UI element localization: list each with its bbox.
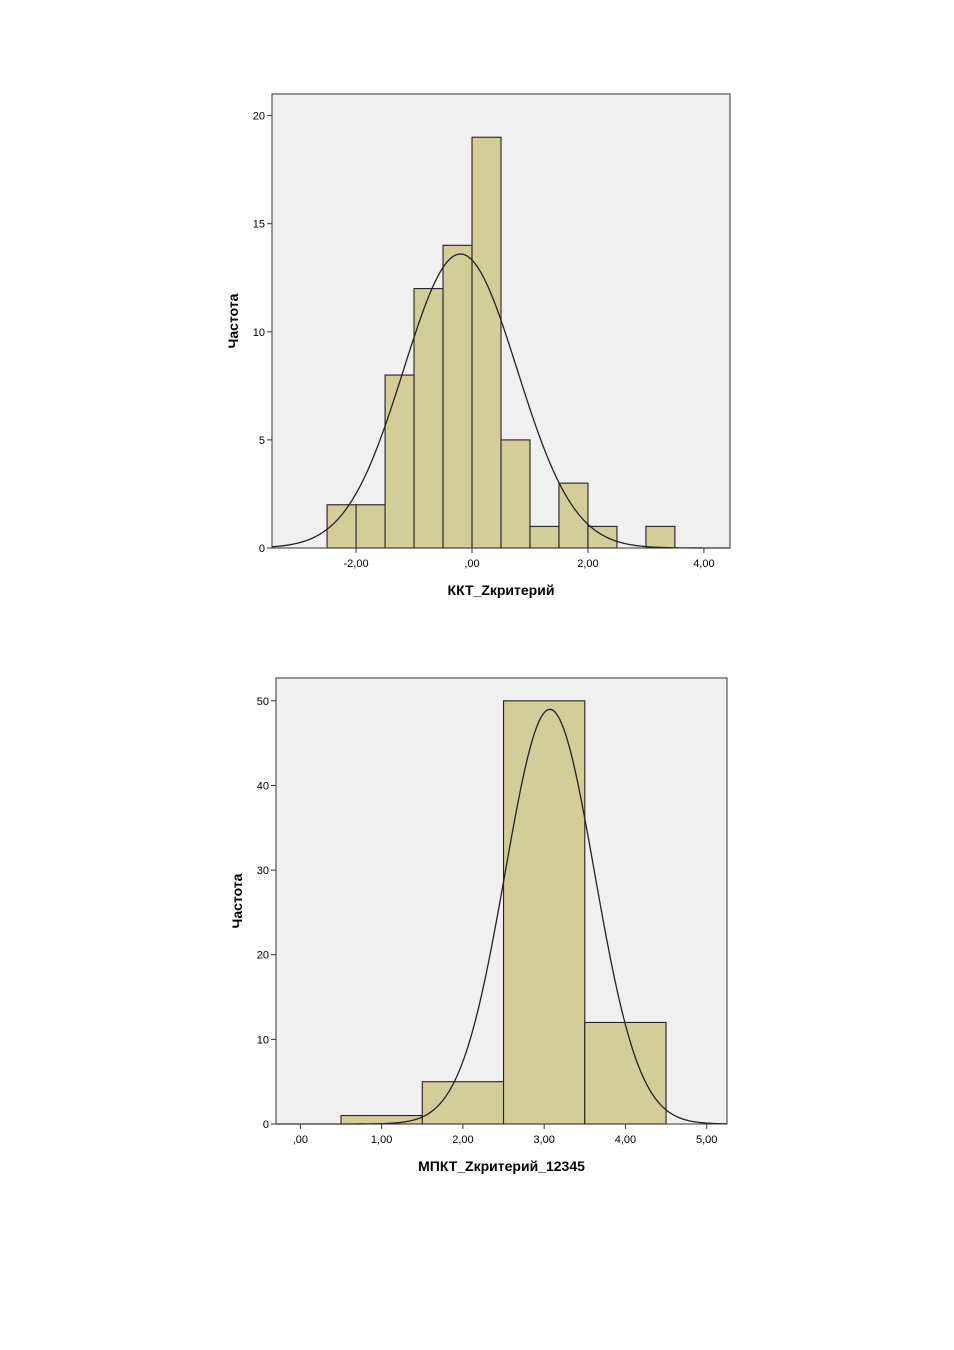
histogram-bar — [421, 1081, 505, 1125]
x-axis-label: ККТ_Zкритерий — [448, 582, 555, 598]
x-tick-label: 2,00 — [452, 1134, 473, 1146]
histogram-bar — [502, 700, 586, 1125]
histogram-bar — [413, 288, 444, 549]
histogram-chart-2: 0 10 20 30 40 50 ,00 1,00 2,00 3,00 4,00 5,00 МПКТ_Z… — [229, 677, 728, 1174]
y-tick-label: 30 — [257, 865, 269, 877]
y-tick-label: 40 — [257, 780, 269, 792]
x-tick-label: 5,00 — [696, 1134, 717, 1146]
y-tick-label: 5 — [259, 435, 265, 447]
histogram-bar — [340, 1114, 423, 1125]
histogram-bar — [442, 244, 473, 549]
x-tick-label: 1,00 — [371, 1134, 392, 1146]
histogram-chart-1: 0 5 10 15 20 -2,00 ,00 2,00 4,00 ККТ_Zкритерий Час… — [225, 93, 731, 598]
histogram-bar — [584, 1021, 667, 1125]
histogram-bar — [558, 482, 589, 549]
y-tick-label: 0 — [259, 543, 265, 555]
y-tick-label: 15 — [253, 219, 265, 231]
y-tick-label: 20 — [257, 950, 269, 962]
histogram-bar — [355, 504, 386, 549]
histogram-bar — [500, 439, 531, 549]
y-axis-label: Частота — [225, 293, 241, 348]
histogram-bar — [384, 374, 415, 549]
plot-frame — [275, 677, 728, 1125]
x-tick-label: ,00 — [464, 558, 479, 570]
x-tick-label: 3,00 — [533, 1134, 554, 1146]
histogram-bar — [587, 525, 618, 549]
normal-curve — [271, 253, 730, 549]
x-tick-label: -2,00 — [344, 558, 369, 570]
x-tick-label: ,00 — [293, 1134, 308, 1146]
histogram-bar — [471, 136, 502, 549]
y-tick-label: 20 — [253, 111, 265, 123]
x-tick-label: 2,00 — [577, 558, 598, 570]
y-tick-label: 10 — [253, 327, 265, 339]
x-tick-label: 4,00 — [693, 558, 714, 570]
y-axis-label: Частота — [229, 873, 245, 928]
x-tick-label: 4,00 — [615, 1134, 636, 1146]
y-tick-label: 10 — [257, 1034, 269, 1046]
y-tick-label: 0 — [263, 1119, 269, 1131]
histogram-bar — [645, 525, 676, 549]
histogram-bar — [529, 525, 560, 549]
histogram-bar — [326, 504, 357, 549]
x-axis-label: МПКТ_Zкритерий_12345 — [418, 1158, 585, 1174]
plot-frame — [271, 93, 731, 549]
y-tick-label: 50 — [257, 696, 269, 708]
